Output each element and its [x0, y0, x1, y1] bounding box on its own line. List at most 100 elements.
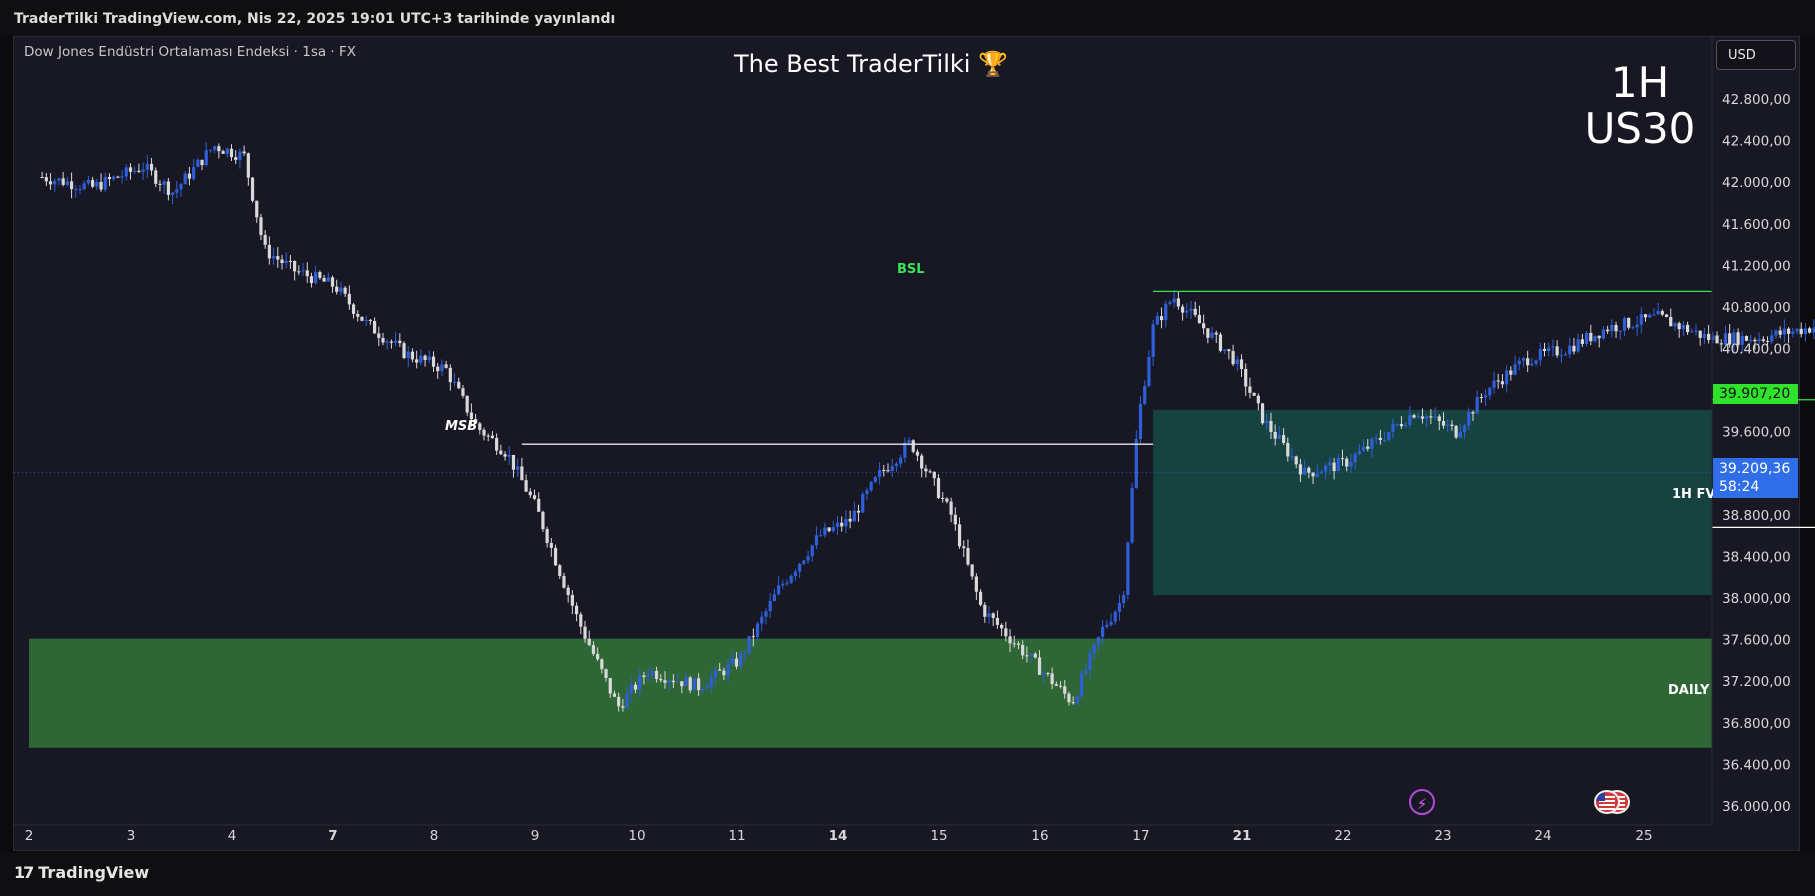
lightning-icon[interactable]: ⚡ — [1409, 789, 1435, 815]
candle-body — [1197, 314, 1202, 324]
candle-body — [288, 260, 293, 262]
candle-body — [339, 287, 343, 292]
candle-body — [124, 167, 128, 177]
candle-body — [360, 316, 364, 321]
candle-body — [419, 355, 423, 363]
candle-body — [1046, 672, 1050, 674]
time-tick-label: 21 — [1233, 828, 1252, 844]
candle-body — [91, 179, 95, 187]
candle-body — [469, 412, 473, 420]
candle-body — [1584, 332, 1589, 344]
candle-body — [1681, 324, 1685, 330]
candle-body — [402, 343, 406, 359]
currency-button[interactable]: USD — [1716, 40, 1796, 70]
candle-body — [1786, 328, 1791, 334]
candle-body — [1382, 439, 1387, 441]
candle-body — [591, 645, 596, 654]
candle-body — [158, 183, 162, 185]
candle-body — [1782, 328, 1786, 335]
candle-body — [1778, 330, 1782, 335]
candle-body — [574, 605, 579, 615]
candle-body — [1303, 467, 1307, 475]
candle-body — [1458, 431, 1462, 438]
candle-body — [1307, 467, 1311, 473]
last-price-tag: 39.209,36 58:24 — [1713, 458, 1798, 498]
candle-body — [145, 163, 149, 170]
timeframe-label: 1H US30 — [1580, 60, 1700, 152]
candle-body — [86, 179, 91, 184]
candle-body — [1593, 335, 1597, 342]
candle-body — [1711, 335, 1715, 341]
candle-body — [596, 653, 600, 660]
candle-body — [1134, 439, 1138, 488]
candle-body — [238, 151, 242, 160]
candle-body — [1025, 655, 1029, 657]
candle-body — [739, 653, 743, 667]
candle-body — [549, 542, 553, 548]
candle-body — [82, 183, 86, 189]
candle-body — [1597, 335, 1601, 339]
candle-body — [1206, 328, 1210, 338]
us-flag-icon[interactable] — [1594, 790, 1620, 814]
candle-body — [381, 337, 385, 343]
candle-body — [452, 381, 457, 383]
candle-body — [1656, 310, 1660, 315]
candle-body — [625, 693, 629, 708]
candle-body — [410, 351, 415, 360]
candle-body — [154, 170, 158, 184]
candle-body — [907, 440, 911, 443]
candle-body — [1286, 442, 1290, 457]
candle-body — [1231, 351, 1235, 365]
candle-body — [1071, 702, 1075, 704]
price-tick-label: 38.000,00 — [1722, 591, 1791, 607]
last-price-value: 39.209,36 — [1719, 461, 1791, 477]
candle-body — [415, 359, 419, 363]
candle-body — [936, 478, 941, 498]
candle-body — [1332, 462, 1336, 472]
candle-body — [1269, 420, 1273, 432]
candle-body — [1088, 652, 1092, 671]
candle-body — [263, 234, 267, 245]
candle-body — [1202, 323, 1206, 329]
publish-text: TraderTilki TradingView.com, Nis 22, 202… — [14, 11, 616, 27]
candle-body — [789, 575, 793, 583]
candle-body — [1622, 317, 1627, 331]
candle-body — [1774, 330, 1778, 336]
candle-body — [760, 616, 764, 624]
candle-body — [1101, 626, 1105, 638]
candle-body — [166, 181, 170, 195]
time-tick-label: 16 — [1031, 828, 1048, 844]
candle-body — [1395, 424, 1399, 426]
candle-body — [187, 173, 192, 179]
candle-body — [621, 706, 625, 708]
candle-body — [814, 535, 819, 546]
candle-body — [1227, 349, 1231, 352]
candle-body — [95, 181, 99, 187]
candle-body — [764, 611, 768, 617]
candle-body — [1610, 324, 1614, 332]
instrument-text: US30 — [1584, 104, 1696, 153]
candle-body — [861, 494, 865, 513]
candle-body — [747, 636, 751, 654]
candle-body — [1757, 339, 1761, 342]
candle-body — [726, 663, 730, 676]
candle-body — [1530, 363, 1534, 366]
candle-body — [1648, 314, 1652, 318]
candle-body — [1635, 324, 1639, 328]
candle-body — [886, 470, 890, 472]
candle-body — [74, 189, 78, 191]
candle-body — [162, 181, 166, 185]
candle-body — [970, 564, 974, 577]
candle-body — [1753, 339, 1757, 342]
candle-body — [259, 217, 263, 235]
candle-body — [743, 653, 747, 655]
symbol-info[interactable]: Dow Jones Endüstri Ortalaması Endeksi · … — [24, 44, 357, 60]
tradingview-logo[interactable]: 17 TradingView — [14, 863, 149, 882]
candle-body — [1109, 621, 1113, 625]
candle-body — [1244, 369, 1248, 387]
candle-body — [1475, 396, 1479, 414]
candle-body — [1151, 324, 1155, 357]
candle-body — [1147, 356, 1151, 387]
footer-bar — [0, 852, 1815, 896]
